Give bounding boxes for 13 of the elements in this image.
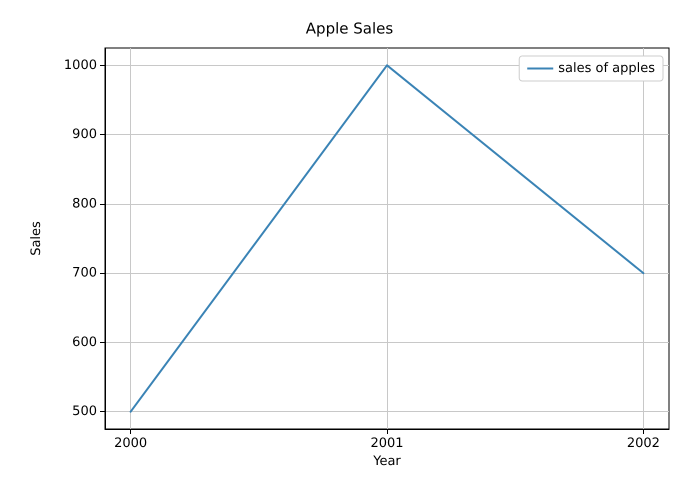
legend-label: sales of apples [558,61,656,76]
y-axis-title: Sales [29,220,44,256]
chart-title: Apple Sales [306,20,394,38]
y-tick-label: 600 [72,334,97,350]
x-tick-label: 2001 [370,436,404,451]
y-tick-label: 800 [72,196,97,212]
y-tick-label: 700 [72,266,97,281]
y-tick-label: 500 [72,404,97,420]
y-tick-label: 900 [72,127,97,142]
x-axis-title: Year [372,454,402,469]
x-tick-label: 2002 [626,436,660,451]
y-tick-label: 1000 [64,58,97,73]
x-tick-label: 2000 [114,436,148,451]
